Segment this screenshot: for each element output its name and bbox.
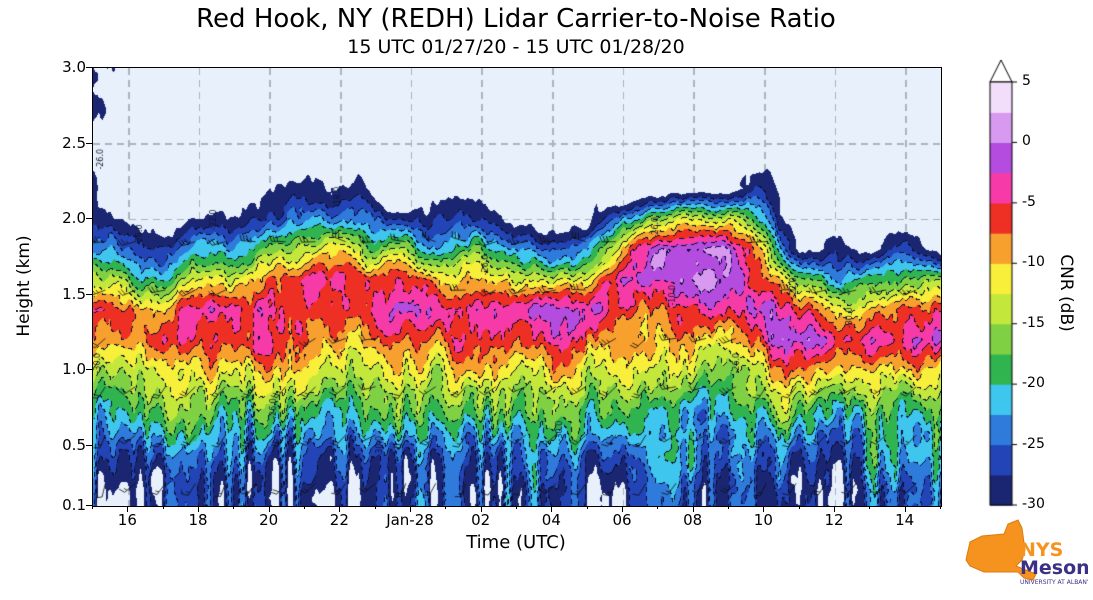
ny-state-shape <box>965 519 1037 581</box>
x-minor-tick-mark <box>798 506 800 509</box>
figure-subtitle: 15 UTC 01/27/20 - 15 UTC 01/28/20 <box>347 36 685 58</box>
y-tick-label: 3.0 <box>62 58 86 76</box>
plot-area <box>92 67 942 507</box>
x-tick-label: 18 <box>188 511 208 529</box>
x-tick-label: 16 <box>117 511 137 529</box>
x-minor-tick-mark <box>940 506 941 509</box>
x-minor-tick-mark <box>516 506 517 509</box>
y-tick-label: 0.1 <box>62 496 86 514</box>
y-tick-label: 0.5 <box>62 435 86 454</box>
x-tick-mark <box>904 506 906 512</box>
x-tick-label: 08 <box>683 511 703 529</box>
colorbar-tick-label: -30 <box>1022 496 1045 512</box>
x-minor-tick-mark <box>586 506 588 509</box>
colorbar <box>988 58 1022 514</box>
colorbar-canvas <box>988 58 1022 510</box>
colorbar-label: CNR (dB) <box>1056 254 1076 332</box>
y-tick-mark <box>86 142 92 144</box>
y-tick-mark <box>86 444 92 446</box>
y-axis-label: Height (km) <box>14 235 34 337</box>
x-tick-mark <box>834 506 835 512</box>
colorbar-tick-label: -15 <box>1022 314 1045 331</box>
x-tick-mark <box>763 506 765 512</box>
logo-tagline: UNIVERSITY AT ALBANY <box>1020 579 1088 586</box>
x-tick-mark <box>692 506 694 512</box>
colorbar-tick-label: -25 <box>1022 435 1045 452</box>
x-minor-tick-mark <box>162 506 164 509</box>
colorbar-tick-label: 0 <box>1022 133 1031 150</box>
x-minor-tick-mark <box>304 506 305 509</box>
x-minor-tick-mark <box>869 506 871 509</box>
x-tick-mark <box>198 506 199 512</box>
x-tick-label: 02 <box>471 511 491 529</box>
colorbar-tick-label: -20 <box>1022 375 1045 392</box>
x-axis-label: Time (UTC) <box>466 532 566 553</box>
x-tick-mark <box>622 506 623 512</box>
x-tick-label: 20 <box>259 511 279 529</box>
y-tick-mark <box>86 67 92 68</box>
x-minor-tick-mark <box>728 506 729 509</box>
x-minor-tick-mark <box>374 506 376 509</box>
x-tick-label: 10 <box>753 511 773 529</box>
x-tick-label: 14 <box>895 511 915 529</box>
figure-title: Red Hook, NY (REDH) Lidar Carrier-to-Noi… <box>196 4 836 34</box>
x-tick-label: 12 <box>824 511 844 529</box>
x-tick-mark <box>268 506 270 512</box>
x-tick-mark <box>480 506 482 512</box>
y-tick-label: 1.0 <box>62 360 86 379</box>
x-tick-label: 04 <box>541 511 561 529</box>
x-tick-mark <box>127 506 129 512</box>
x-minor-tick-mark <box>445 506 447 509</box>
y-tick-mark <box>86 293 92 295</box>
cnr-field-canvas <box>93 68 941 506</box>
y-tick-label: 2.5 <box>62 133 86 152</box>
logo-text-nys: NYS <box>1020 539 1063 561</box>
colorbar-tick-label: -5 <box>1022 193 1036 210</box>
colorbar-tick-label: -10 <box>1022 254 1045 271</box>
colorbar-tick-label: 5 <box>1022 73 1031 89</box>
x-tick-mark <box>339 506 341 512</box>
x-tick-mark <box>410 506 411 512</box>
x-tick-label: 06 <box>612 511 632 529</box>
y-tick-mark <box>86 505 92 506</box>
y-tick-label: 1.5 <box>62 284 86 303</box>
nys-mesonet-logo: NYS Mesonet UNIVERSITY AT ALBANY <box>965 519 1088 586</box>
x-tick-label: Jan-28 <box>386 511 434 529</box>
y-tick-mark <box>86 218 92 220</box>
x-tick-label: 22 <box>329 511 349 529</box>
logo-text-mesonet: Mesonet <box>1020 557 1088 579</box>
y-tick-label: 2.0 <box>62 209 86 228</box>
x-minor-tick-mark <box>92 506 93 509</box>
y-tick-mark <box>86 369 92 371</box>
x-minor-tick-mark <box>657 506 659 509</box>
x-minor-tick-mark <box>233 506 235 509</box>
x-tick-mark <box>551 506 553 512</box>
